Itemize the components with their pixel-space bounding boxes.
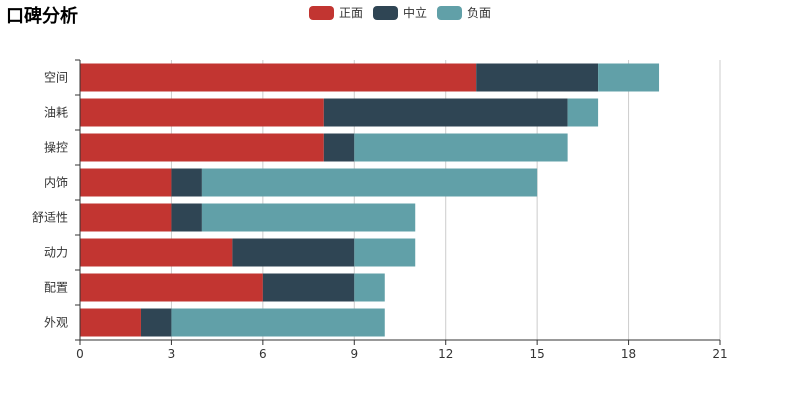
y-tick-label: 油耗 [44,106,68,120]
x-tick-label: 0 [76,347,84,361]
bar-segment[interactable] [80,238,233,267]
bar-segment[interactable] [171,168,202,197]
bar-segment[interactable] [80,133,324,162]
bar-segment[interactable] [80,308,141,337]
bar-segment[interactable] [80,63,477,92]
bar-segment[interactable] [80,168,172,197]
bar-segment[interactable] [323,133,355,162]
x-tick-label: 21 [712,347,727,361]
legend-swatch-neutral [373,5,399,20]
bar-segment[interactable] [140,308,172,337]
x-tick-label: 6 [259,347,267,361]
bar-segment[interactable] [201,203,416,232]
legend-item-positive[interactable]: 正面 [309,4,363,21]
y-tick-label: 动力 [44,246,68,260]
legend-swatch-positive [309,5,334,20]
legend: 正面 中立 负面 [309,4,501,21]
legend-label-neutral: 中立 [403,6,428,20]
bar-segment[interactable] [262,273,355,302]
bar-segment[interactable] [354,238,416,267]
y-tick-label: 外观 [44,316,68,330]
x-tick-label: 15 [530,347,545,361]
legend-item-negative[interactable]: 负面 [437,4,491,21]
bar-segment[interactable] [476,63,599,92]
bar-segment[interactable] [323,98,568,127]
bar-segment[interactable] [80,273,263,302]
bar-segment[interactable] [354,133,568,162]
bar-segment[interactable] [232,238,355,267]
y-tick-label: 内饰 [44,176,68,190]
legend-label-negative: 负面 [467,6,492,20]
legend-label-positive: 正面 [339,6,364,20]
chart-title: 口碑分析 [6,6,78,27]
y-tick-label: 空间 [44,71,68,85]
y-tick-label: 舒适性 [32,211,68,225]
x-tick-label: 9 [350,347,358,361]
x-tick-label: 18 [621,347,636,361]
bar-segment[interactable] [80,98,324,127]
bar-segment[interactable] [201,168,538,197]
bar-segment[interactable] [171,308,385,337]
legend-item-neutral[interactable]: 中立 [373,4,427,21]
legend-swatch-negative [437,5,463,20]
bar-segment[interactable] [354,273,385,302]
bar-segment[interactable] [567,98,599,127]
bar-segment[interactable] [598,63,660,92]
y-tick-label: 配置 [44,281,68,295]
bar-segment[interactable] [80,203,172,232]
x-tick-label: 12 [438,347,453,361]
y-tick-label: 操控 [44,140,68,155]
x-tick-label: 3 [168,347,176,361]
bar-segment[interactable] [171,203,202,232]
